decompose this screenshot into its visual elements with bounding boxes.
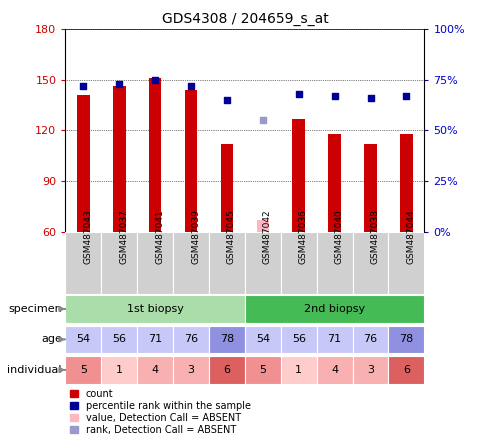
Bar — [173, 232, 209, 294]
Bar — [388, 356, 424, 384]
Text: 1: 1 — [116, 365, 122, 375]
Text: 4: 4 — [331, 365, 337, 375]
Title: GDS4308 / 204659_s_at: GDS4308 / 204659_s_at — [161, 12, 328, 27]
Bar — [399, 134, 412, 232]
Text: 54: 54 — [255, 334, 270, 345]
Bar — [65, 232, 101, 294]
Text: GSM487040: GSM487040 — [334, 210, 343, 264]
Bar — [244, 356, 280, 384]
Bar — [77, 95, 90, 232]
Bar — [280, 326, 316, 353]
Bar — [352, 356, 388, 384]
Text: 3: 3 — [187, 365, 194, 375]
Text: 5: 5 — [259, 365, 266, 375]
Text: 54: 54 — [76, 334, 91, 345]
Bar — [209, 326, 244, 353]
Bar — [137, 356, 173, 384]
Point — [366, 95, 374, 102]
Bar — [256, 220, 269, 232]
Text: 56: 56 — [112, 334, 126, 345]
Bar — [292, 119, 304, 232]
Text: 71: 71 — [327, 334, 341, 345]
Point — [187, 82, 195, 89]
Bar — [316, 232, 352, 294]
Legend: count, percentile rank within the sample, value, Detection Call = ABSENT, rank, : count, percentile rank within the sample… — [70, 389, 250, 435]
Bar — [101, 326, 137, 353]
Bar — [280, 356, 316, 384]
Bar — [113, 87, 125, 232]
Bar — [101, 232, 137, 294]
Bar — [352, 232, 388, 294]
Bar — [244, 326, 280, 353]
Bar — [328, 134, 340, 232]
Text: 1st biopsy: 1st biopsy — [126, 304, 183, 314]
Bar — [149, 78, 161, 232]
Point — [223, 96, 230, 103]
Text: specimen: specimen — [8, 304, 62, 314]
Text: GSM487044: GSM487044 — [406, 210, 415, 264]
Bar — [280, 232, 316, 294]
Bar — [388, 232, 424, 294]
Text: 6: 6 — [402, 365, 409, 375]
Point — [258, 117, 266, 124]
Text: GSM487045: GSM487045 — [227, 210, 236, 264]
Bar — [352, 326, 388, 353]
Text: GSM487043: GSM487043 — [83, 210, 92, 264]
Text: GSM487042: GSM487042 — [262, 210, 272, 264]
Text: 2nd biopsy: 2nd biopsy — [303, 304, 364, 314]
Text: 6: 6 — [223, 365, 230, 375]
Bar — [137, 326, 173, 353]
Point — [79, 82, 87, 89]
Bar — [209, 232, 244, 294]
Bar — [137, 232, 173, 294]
Text: individual: individual — [7, 365, 62, 375]
Text: 76: 76 — [183, 334, 198, 345]
Text: GSM487036: GSM487036 — [298, 210, 307, 265]
Bar — [220, 144, 233, 232]
Point — [115, 80, 123, 87]
Text: 56: 56 — [291, 334, 305, 345]
Text: 71: 71 — [148, 334, 162, 345]
Text: GSM487038: GSM487038 — [370, 210, 379, 265]
Bar — [65, 295, 244, 323]
Bar — [244, 232, 280, 294]
Point — [294, 90, 302, 97]
Text: GSM487041: GSM487041 — [155, 210, 164, 264]
Text: 5: 5 — [80, 365, 87, 375]
Point — [151, 76, 159, 83]
Text: 78: 78 — [398, 334, 413, 345]
Text: 4: 4 — [151, 365, 158, 375]
Bar — [363, 144, 376, 232]
Text: 3: 3 — [366, 365, 373, 375]
Text: GSM487037: GSM487037 — [119, 210, 128, 265]
Bar — [184, 90, 197, 232]
Bar — [388, 326, 424, 353]
Bar — [316, 326, 352, 353]
Text: age: age — [41, 334, 62, 345]
Bar — [209, 356, 244, 384]
Bar — [101, 356, 137, 384]
Point — [402, 92, 409, 99]
Bar — [173, 356, 209, 384]
Text: 1: 1 — [295, 365, 302, 375]
Bar — [65, 356, 101, 384]
Text: 76: 76 — [363, 334, 377, 345]
Text: GSM487039: GSM487039 — [191, 210, 200, 265]
Bar — [65, 326, 101, 353]
Bar — [244, 295, 424, 323]
Point — [330, 92, 338, 99]
Text: 78: 78 — [219, 334, 234, 345]
Bar — [316, 356, 352, 384]
Bar — [173, 326, 209, 353]
